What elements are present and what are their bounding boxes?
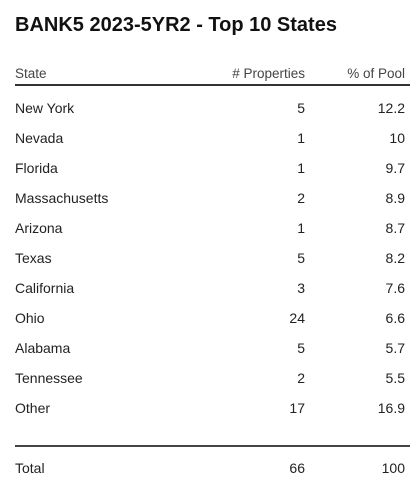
cell-properties: 2 <box>297 190 305 206</box>
cell-pct: 10 <box>389 130 405 146</box>
cell-pct: 8.2 <box>385 250 405 266</box>
cell-pct: 5.7 <box>385 340 405 356</box>
cell-state: New York <box>15 100 75 116</box>
cell-state: Massachusetts <box>15 190 109 206</box>
table-row: Arizona 1 8.7 <box>15 213 410 243</box>
cell-properties: 2 <box>297 370 305 386</box>
cell-properties: 1 <box>297 220 305 236</box>
cell-state: Alabama <box>15 340 71 356</box>
cell-properties: 1 <box>297 130 305 146</box>
cell-properties: 5 <box>297 250 305 266</box>
cell-properties: 5 <box>297 340 305 356</box>
total-divider <box>15 445 410 453</box>
table-row: Other 17 16.9 <box>15 393 410 423</box>
total-pct: 100 <box>381 460 405 476</box>
header-properties: # Properties <box>232 66 305 81</box>
cell-state: Florida <box>15 160 58 176</box>
cell-state: Nevada <box>15 130 64 146</box>
table-row: California 3 7.6 <box>15 273 410 303</box>
cell-pct: 12.2 <box>377 100 405 116</box>
cell-pct: 9.7 <box>385 160 405 176</box>
cell-state: Other <box>15 400 51 416</box>
cell-properties: 17 <box>289 400 305 416</box>
table-row: Tennessee 2 5.5 <box>15 363 410 393</box>
chart-title: BANK5 2023-5YR2 - Top 10 States <box>15 14 337 36</box>
cell-properties: 5 <box>297 100 305 116</box>
cell-state: Ohio <box>15 310 45 326</box>
states-table: State # Properties % of Pool New York 5 … <box>15 64 410 483</box>
cell-properties: 3 <box>297 280 305 296</box>
cell-state: Tennessee <box>15 370 83 386</box>
total-properties: 66 <box>289 460 305 476</box>
table-row: Texas 5 8.2 <box>15 243 410 273</box>
cell-properties: 1 <box>297 160 305 176</box>
cell-pct: 6.6 <box>385 310 405 326</box>
cell-pct: 8.7 <box>385 220 405 236</box>
table-row: Massachusetts 2 8.9 <box>15 183 410 213</box>
cell-pct: 16.9 <box>377 400 405 416</box>
table-row: Ohio 24 6.6 <box>15 303 410 333</box>
header-state: State <box>15 66 47 81</box>
total-label: Total <box>15 460 45 476</box>
table-row: Nevada 1 10 <box>15 123 410 153</box>
cell-state: Texas <box>15 250 52 266</box>
total-row: Total 66 100 <box>15 453 410 483</box>
cell-pct: 8.9 <box>385 190 405 206</box>
cell-pct: 5.5 <box>385 370 405 386</box>
cell-properties: 24 <box>289 310 305 326</box>
table-row: Alabama 5 5.7 <box>15 333 410 363</box>
table-row: New York 5 12.2 <box>15 93 410 123</box>
table-header: State # Properties % of Pool <box>15 64 410 86</box>
header-pct-of-pool: % of Pool <box>347 66 405 81</box>
cell-state: California <box>15 280 75 296</box>
cell-state: Arizona <box>15 220 63 236</box>
table-row: Florida 1 9.7 <box>15 153 410 183</box>
cell-pct: 7.6 <box>385 280 405 296</box>
